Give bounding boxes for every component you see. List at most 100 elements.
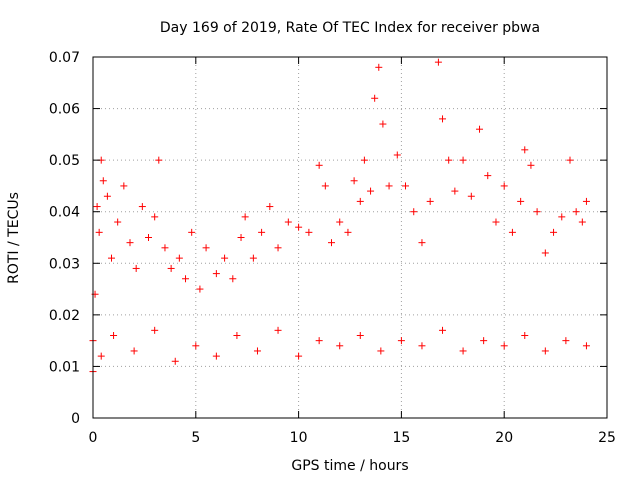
data-point <box>196 285 204 293</box>
data-point <box>295 352 303 360</box>
axis-ticks: 0 5 10 15 20 25 0 0.01 0.02 0.03 0.04 0.05 0.06 0.07 <box>49 50 616 446</box>
data-point <box>249 254 257 262</box>
data-point <box>484 172 492 180</box>
data-point <box>356 331 364 339</box>
data-point <box>182 275 190 283</box>
data-point <box>434 58 442 66</box>
data-point <box>93 203 101 211</box>
data-point <box>533 208 541 216</box>
data-points <box>89 58 590 376</box>
data-point <box>492 218 500 226</box>
data-point <box>103 192 111 200</box>
data-point <box>459 347 467 355</box>
data-point <box>558 213 566 221</box>
y-axis-title: ROTI / TECUs <box>6 192 22 284</box>
x-tick-label: 0 <box>89 430 98 446</box>
data-point <box>336 218 344 226</box>
data-point <box>97 352 105 360</box>
data-point <box>110 331 118 339</box>
y-tick-label: 0.02 <box>49 308 80 324</box>
data-point <box>126 239 134 247</box>
data-point <box>130 347 138 355</box>
data-point <box>527 161 535 169</box>
y-tick-label: 0.06 <box>49 102 80 118</box>
chart-title: Day 169 of 2019, Rate Of TEC Index for r… <box>160 20 540 36</box>
data-point <box>418 342 426 350</box>
y-tick-label: 0 <box>71 411 80 427</box>
data-point <box>582 197 590 205</box>
data-point <box>336 342 344 350</box>
data-point <box>108 254 116 262</box>
data-point <box>371 94 379 102</box>
data-point <box>233 331 241 339</box>
data-point <box>385 182 393 190</box>
data-point <box>410 208 418 216</box>
data-point <box>500 342 508 350</box>
data-point <box>305 228 313 236</box>
data-point <box>350 177 358 185</box>
data-point <box>550 228 558 236</box>
data-point <box>377 347 385 355</box>
y-tick-label: 0.01 <box>49 359 80 375</box>
data-point <box>120 182 128 190</box>
data-point <box>99 177 107 185</box>
data-point <box>167 264 175 272</box>
data-point <box>95 228 103 236</box>
grid <box>93 57 607 418</box>
data-point <box>566 156 574 164</box>
data-point <box>375 63 383 71</box>
data-point <box>402 182 410 190</box>
data-point <box>439 326 447 334</box>
data-point <box>517 197 525 205</box>
y-tick-label: 0.05 <box>49 153 80 169</box>
x-axis-title: GPS time / hours <box>291 458 408 474</box>
data-point <box>155 156 163 164</box>
data-point <box>145 234 153 241</box>
data-point <box>367 187 375 195</box>
data-point <box>459 156 467 164</box>
data-point <box>253 347 261 355</box>
plot-frame <box>92 56 608 419</box>
data-point <box>171 357 179 365</box>
data-point <box>356 197 364 205</box>
data-point <box>439 115 447 123</box>
data-point <box>295 223 303 231</box>
data-point <box>138 203 146 211</box>
data-point <box>284 218 292 226</box>
data-point <box>445 156 453 164</box>
data-point <box>521 146 529 154</box>
data-point <box>315 337 323 345</box>
data-point <box>188 228 196 236</box>
data-point <box>480 337 488 345</box>
data-point <box>132 264 140 272</box>
data-point <box>582 342 590 350</box>
data-point <box>426 197 434 205</box>
y-tick-label: 0.07 <box>49 50 80 66</box>
y-tick-label: 0.04 <box>49 205 80 221</box>
data-point <box>221 254 229 262</box>
data-point <box>393 151 401 159</box>
data-point <box>476 125 484 133</box>
x-tick-label: 15 <box>392 430 410 446</box>
data-point <box>274 244 282 252</box>
data-point <box>578 218 586 226</box>
data-point <box>161 244 169 252</box>
data-point <box>360 156 368 164</box>
data-point <box>266 203 274 211</box>
data-point <box>379 120 387 128</box>
data-point <box>418 239 426 247</box>
data-point <box>508 228 516 236</box>
data-point <box>192 342 200 350</box>
data-point <box>397 337 405 345</box>
x-tick-label: 25 <box>598 430 616 446</box>
data-point <box>321 182 329 190</box>
data-point <box>212 270 220 278</box>
data-point <box>562 337 570 345</box>
data-point <box>274 326 282 334</box>
data-point <box>241 213 249 221</box>
data-point <box>151 213 159 221</box>
data-point <box>237 234 245 241</box>
data-point <box>315 161 323 169</box>
data-point <box>541 347 549 355</box>
